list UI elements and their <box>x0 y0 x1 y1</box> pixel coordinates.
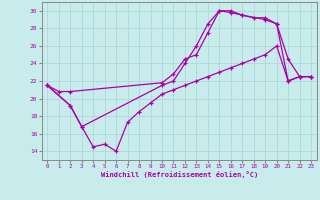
X-axis label: Windchill (Refroidissement éolien,°C): Windchill (Refroidissement éolien,°C) <box>100 171 258 178</box>
